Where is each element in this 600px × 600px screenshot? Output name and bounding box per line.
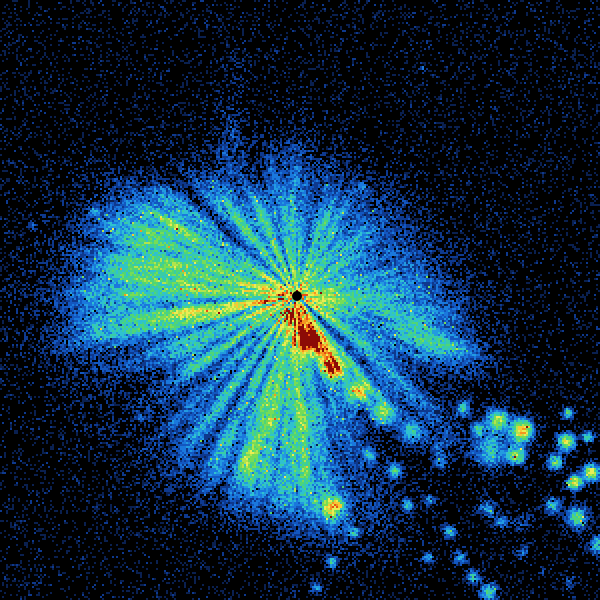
radar-site-marker [292,291,302,301]
